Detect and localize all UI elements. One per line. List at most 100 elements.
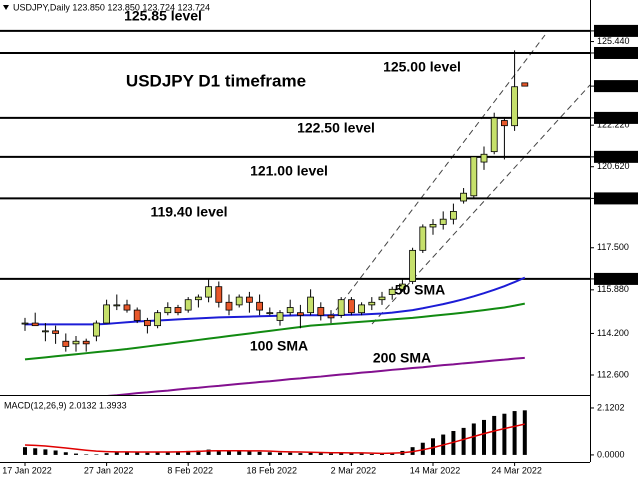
macd-bar <box>237 450 242 455</box>
macd-bar <box>502 413 507 455</box>
candle-body <box>164 307 172 314</box>
macd-bar <box>125 451 129 455</box>
y-tick-label: 112.600 <box>597 369 629 379</box>
macd-bar <box>23 447 27 455</box>
level-tag <box>594 150 638 163</box>
macd-bar <box>431 438 435 455</box>
y-tick-label: 123.724 <box>597 80 630 90</box>
macd-bar <box>308 452 313 455</box>
candle-body <box>388 288 396 295</box>
y-tick-label: 120.620 <box>597 161 630 171</box>
candle-body <box>307 296 315 314</box>
macd-bar <box>165 451 170 455</box>
macd-bar <box>461 427 466 455</box>
signal-line <box>24 423 525 455</box>
sma-line <box>107 356 525 395</box>
macd-bar <box>155 452 160 455</box>
macd-bar <box>288 452 293 455</box>
candle-body <box>93 322 100 337</box>
candle-body <box>317 307 325 316</box>
series-label: 50 SMA <box>395 282 446 298</box>
x-tick-label: 17 Jan 2022 <box>2 465 52 475</box>
level-note: 125.00 level <box>383 59 461 75</box>
candle-body <box>429 223 437 228</box>
header: USDJPY,Daily 123.850 123.850 123.724 123… <box>13 2 210 12</box>
candle-body <box>184 299 192 311</box>
candle-body <box>113 304 121 307</box>
x-tick-label: 2 Mar 2022 <box>331 465 377 475</box>
channel-line <box>371 84 590 325</box>
candle-body <box>378 296 386 301</box>
candle-body <box>358 304 366 314</box>
candle-body <box>460 192 468 202</box>
macd-bar <box>329 453 333 455</box>
sma-line <box>25 276 526 326</box>
level-tag <box>594 272 638 285</box>
candle-body <box>490 117 498 153</box>
macd-bar <box>104 453 109 455</box>
candle-body <box>52 330 59 334</box>
x-tick-label: 24 Mar 2022 <box>491 465 542 475</box>
macd-bar <box>359 453 364 455</box>
candle-body <box>154 312 162 327</box>
level-note: 122.50 level <box>297 120 375 136</box>
x-tick-label: 27 Jan 2022 <box>84 465 134 475</box>
candle-body <box>480 153 488 163</box>
macd-bar <box>278 452 282 455</box>
candle-body <box>123 304 131 311</box>
level-tag <box>594 111 638 124</box>
y-tick-label: 121.000 <box>597 151 630 161</box>
macd-bar <box>380 453 384 455</box>
macd-bar <box>145 452 150 455</box>
candle-body <box>276 312 284 321</box>
macd-bar <box>74 453 78 455</box>
chart-title: USDJPY D1 timeframe <box>126 71 306 90</box>
macd-bar <box>318 453 323 455</box>
sma-line <box>24 302 525 361</box>
candle-body <box>286 307 294 314</box>
candle-body <box>72 340 80 345</box>
macd-bar <box>257 451 262 455</box>
macd-bar <box>94 454 99 455</box>
macd-bar <box>482 419 486 455</box>
macd-bar <box>114 452 119 455</box>
x-tick-label: 18 Feb 2022 <box>247 465 298 475</box>
y-tick-label: 122.220 <box>597 120 630 130</box>
level-note: 119.40 level <box>150 204 227 220</box>
candle-body <box>368 301 376 306</box>
candle-body <box>103 304 110 324</box>
candle-body <box>470 156 478 197</box>
macd-bar <box>267 452 272 455</box>
candle-body <box>337 299 345 316</box>
y-tick-label: 125.440 <box>597 36 630 46</box>
macd-bar <box>247 451 252 455</box>
x-tick-label: 8 Feb 2022 <box>167 465 213 475</box>
y-tick-label: 125.000 <box>597 47 630 57</box>
candle-body <box>42 330 49 333</box>
macd-bar <box>369 454 374 455</box>
macd-bar <box>339 453 344 455</box>
macd-bar <box>298 453 303 455</box>
candle-body <box>500 120 508 127</box>
candle-body <box>439 218 447 225</box>
level-note: 125.85 level <box>124 8 202 24</box>
candle-body <box>31 322 39 327</box>
candle-body <box>347 299 355 314</box>
candle-body <box>449 210 457 220</box>
collapse-icon <box>3 5 9 10</box>
y-tick-label: 117.500 <box>597 242 629 252</box>
series-label: 200 SMA <box>373 350 431 366</box>
y-tick-label: 2.1202 <box>597 402 625 412</box>
price-plot <box>0 29 590 395</box>
candle-body <box>327 314 335 319</box>
macd-bar <box>176 451 180 455</box>
macd-bar <box>196 450 201 455</box>
y-tick-label: 122.500 <box>597 112 630 122</box>
candle-body <box>266 312 274 315</box>
macd-bar <box>63 452 68 455</box>
candle-body <box>296 312 304 316</box>
candle-body <box>245 296 253 303</box>
